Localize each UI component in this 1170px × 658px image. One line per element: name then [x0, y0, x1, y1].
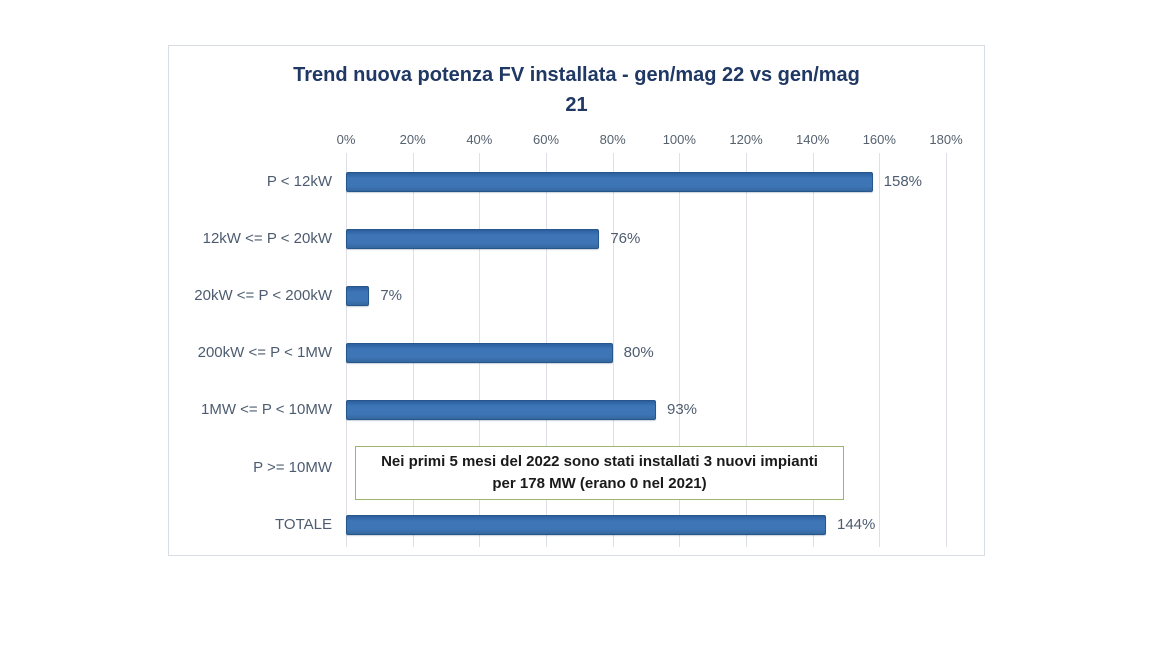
gridline — [946, 153, 947, 547]
x-axis-tick: 60% — [532, 132, 560, 147]
x-axis-tick: 120% — [729, 132, 763, 147]
x-axis-tick: 80% — [599, 132, 626, 147]
bar — [346, 343, 613, 364]
bar — [346, 400, 656, 421]
bar — [346, 514, 826, 535]
x-axis-tick: 20% — [399, 132, 426, 147]
chart-title: Trend nuova potenza FV installata - gen/… — [169, 60, 984, 120]
value-label: 80% — [623, 344, 654, 362]
annotation-text: Nei primi 5 mesi del 2022 sono stati ins… — [381, 453, 818, 492]
bar — [346, 285, 370, 306]
bar — [346, 228, 600, 249]
value-label: 93% — [667, 401, 698, 419]
x-axis-tick: 100% — [662, 132, 696, 147]
gridline — [879, 153, 881, 547]
x-axis-tick: 0% — [336, 132, 356, 147]
gridline — [746, 153, 747, 547]
x-axis-tick: 40% — [466, 132, 493, 147]
value-label: 7% — [380, 286, 403, 304]
category-label: 20kW <= P < 200kW — [194, 286, 332, 304]
gridline — [812, 153, 814, 547]
category-label: 1MW <= P < 10MW — [200, 401, 332, 419]
value-label: 144% — [837, 515, 876, 533]
chart-title-text: Trend nuova potenza FV installata - gen/… — [293, 64, 860, 116]
category-label: P < 12kW — [266, 172, 332, 190]
category-label: P >= 10MW — [253, 458, 332, 476]
bar — [346, 171, 873, 192]
value-label: 76% — [610, 229, 641, 247]
annotation-box: Nei primi 5 mesi del 2022 sono stati ins… — [355, 446, 844, 500]
category-label: 12kW <= P < 20kW — [202, 229, 332, 247]
category-label: TOTALE — [275, 515, 332, 533]
x-axis-tick: 160% — [862, 132, 896, 147]
chart-panel: Trend nuova potenza FV installata - gen/… — [168, 45, 985, 556]
x-axis-tick: 180% — [929, 132, 963, 147]
gridline — [679, 153, 681, 547]
category-label: 200kW <= P < 1MW — [197, 344, 332, 362]
gridline — [612, 153, 614, 547]
value-label: 158% — [883, 172, 923, 190]
x-axis-tick: 140% — [796, 132, 830, 147]
